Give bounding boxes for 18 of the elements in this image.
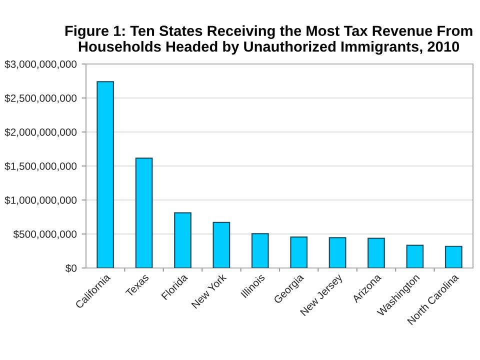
- bar: [96, 81, 114, 268]
- bar: [328, 237, 346, 268]
- bar: [368, 238, 385, 268]
- y-tick-label: $2,000,000,000: [4, 128, 77, 138]
- bar: [251, 233, 269, 268]
- chart-title: Figure 1: Ten States Receiving the Most Tax Revenue From Households Headed by Unauthorized Immigrants, 2010: [65, 25, 472, 55]
- y-tick-label: $0: [66, 264, 77, 272]
- bar: [174, 212, 192, 268]
- bar: [290, 236, 308, 268]
- y-tick-label: $1,000,000,000: [4, 196, 77, 206]
- bar: [444, 246, 462, 268]
- y-tick-label: $500,000,000: [13, 230, 77, 240]
- bar: [212, 222, 230, 268]
- y-tick-label: $1,500,000,000: [4, 162, 77, 172]
- bar: [406, 244, 424, 268]
- y-tick-label: $3,000,000,000: [4, 60, 77, 70]
- y-tick-label: $2,500,000,000: [4, 94, 77, 104]
- bar: [135, 158, 153, 268]
